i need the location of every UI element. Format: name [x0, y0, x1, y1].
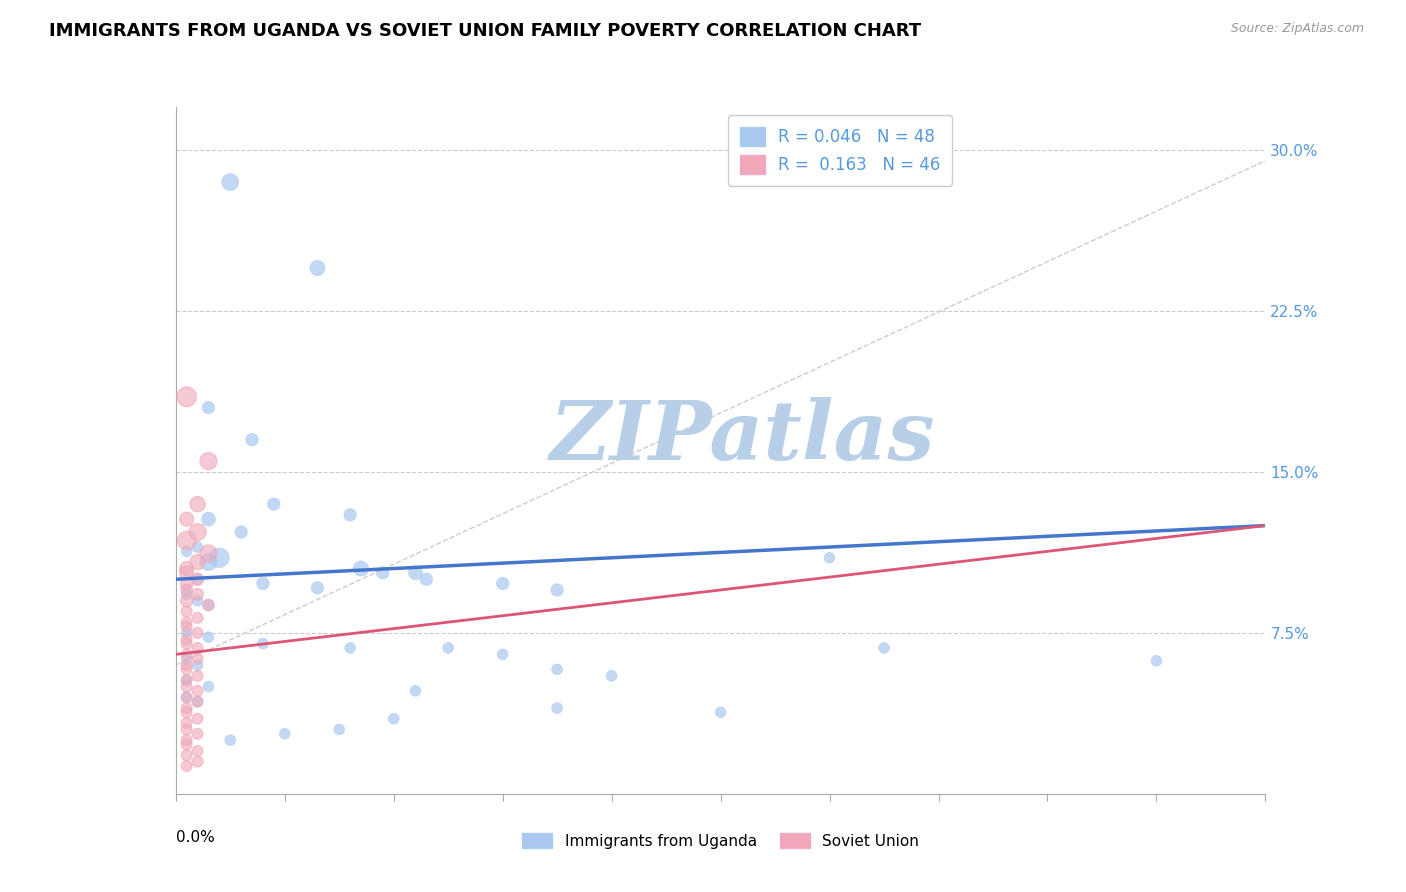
- Text: Source: ZipAtlas.com: Source: ZipAtlas.com: [1230, 22, 1364, 36]
- Point: [176, 561, 198, 575]
- Point: [176, 390, 198, 404]
- Point: [600, 669, 623, 683]
- Point: [186, 524, 209, 539]
- Point: [176, 651, 198, 665]
- Point: [176, 748, 198, 763]
- Point: [197, 546, 219, 561]
- Point: [176, 604, 198, 618]
- Point: [546, 582, 568, 597]
- Point: [339, 508, 361, 522]
- Point: [350, 561, 373, 575]
- Point: [186, 593, 209, 607]
- Point: [263, 497, 285, 511]
- Point: [176, 706, 198, 720]
- Point: [186, 626, 209, 640]
- Point: [176, 533, 198, 548]
- Point: [176, 723, 198, 737]
- Point: [186, 587, 209, 601]
- Point: [274, 727, 297, 741]
- Point: [176, 680, 198, 694]
- Point: [186, 683, 209, 698]
- Point: [176, 673, 198, 687]
- Point: [176, 619, 198, 633]
- Point: [176, 690, 198, 705]
- Point: [252, 637, 274, 651]
- Point: [176, 759, 198, 773]
- Point: [197, 598, 219, 612]
- Legend: Immigrants from Uganda, Soviet Union: Immigrants from Uganda, Soviet Union: [516, 827, 925, 855]
- Point: [197, 680, 219, 694]
- Point: [208, 550, 231, 565]
- Point: [176, 648, 198, 662]
- Point: [546, 701, 568, 715]
- Point: [197, 555, 219, 569]
- Point: [186, 555, 209, 569]
- Point: [176, 690, 198, 705]
- Point: [176, 512, 198, 526]
- Point: [186, 658, 209, 673]
- Point: [176, 544, 198, 558]
- Point: [1144, 654, 1167, 668]
- Point: [186, 572, 209, 586]
- Point: [231, 524, 253, 539]
- Point: [307, 581, 329, 595]
- Point: [176, 593, 198, 607]
- Point: [186, 695, 209, 709]
- Point: [492, 576, 515, 591]
- Point: [176, 626, 198, 640]
- Point: [873, 640, 896, 655]
- Point: [186, 755, 209, 769]
- Point: [197, 512, 219, 526]
- Point: [186, 744, 209, 758]
- Text: 0.0%: 0.0%: [176, 830, 215, 845]
- Point: [710, 706, 733, 720]
- Point: [197, 630, 219, 644]
- Point: [176, 716, 198, 731]
- Point: [307, 260, 329, 275]
- Point: [186, 695, 209, 709]
- Point: [197, 454, 219, 468]
- Point: [176, 738, 198, 752]
- Text: ZIPatlas: ZIPatlas: [550, 397, 935, 476]
- Point: [186, 572, 209, 586]
- Point: [186, 640, 209, 655]
- Point: [197, 598, 219, 612]
- Point: [186, 727, 209, 741]
- Point: [339, 640, 361, 655]
- Point: [219, 733, 242, 747]
- Point: [186, 712, 209, 726]
- Point: [240, 433, 263, 447]
- Point: [186, 497, 209, 511]
- Point: [252, 576, 274, 591]
- Point: [186, 540, 209, 554]
- Point: [546, 662, 568, 676]
- Point: [405, 566, 427, 580]
- Point: [176, 658, 198, 673]
- Point: [176, 733, 198, 747]
- Point: [818, 550, 841, 565]
- Point: [415, 572, 437, 586]
- Point: [382, 712, 405, 726]
- Point: [197, 401, 219, 415]
- Text: IMMIGRANTS FROM UGANDA VS SOVIET UNION FAMILY POVERTY CORRELATION CHART: IMMIGRANTS FROM UGANDA VS SOVIET UNION F…: [49, 22, 921, 40]
- Point: [437, 640, 460, 655]
- Point: [492, 648, 515, 662]
- Point: [176, 632, 198, 647]
- Point: [328, 723, 350, 737]
- Point: [186, 611, 209, 625]
- Point: [405, 683, 427, 698]
- Point: [176, 582, 198, 597]
- Point: [176, 615, 198, 630]
- Point: [176, 701, 198, 715]
- Point: [176, 637, 198, 651]
- Point: [176, 587, 198, 601]
- Point: [176, 662, 198, 676]
- Point: [186, 669, 209, 683]
- Point: [176, 576, 198, 591]
- Point: [371, 566, 394, 580]
- Point: [176, 673, 198, 687]
- Point: [176, 566, 198, 580]
- Point: [219, 175, 242, 189]
- Point: [186, 651, 209, 665]
